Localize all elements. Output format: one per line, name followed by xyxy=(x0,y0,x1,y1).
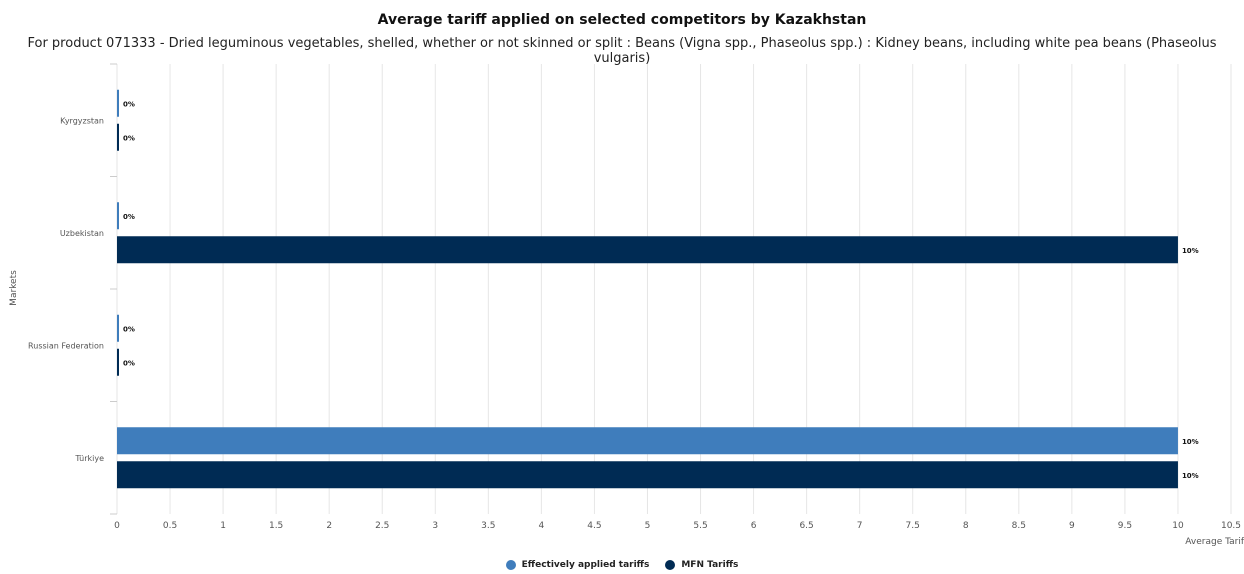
x-tick-label: 9.5 xyxy=(1118,521,1132,531)
legend-dot-icon xyxy=(665,560,676,570)
data-label: 10% xyxy=(1182,438,1199,446)
legend-dot-icon xyxy=(505,560,516,570)
x-tick-label: 4 xyxy=(539,521,545,531)
x-tick-label: 3 xyxy=(432,521,438,531)
y-tick-label: Russian Federation xyxy=(28,341,104,350)
x-tick-label: 2 xyxy=(326,521,332,531)
x-tick-label: 2.5 xyxy=(375,521,389,531)
y-tick-label: Kyrgyzstan xyxy=(60,116,104,125)
bar xyxy=(117,202,119,230)
bar xyxy=(117,348,119,376)
data-label: 0% xyxy=(123,359,135,367)
x-tick-label: 10.5 xyxy=(1221,521,1241,531)
x-tick-label: 5 xyxy=(645,521,651,531)
data-label: 10% xyxy=(1182,247,1199,255)
x-tick-label: 4.5 xyxy=(587,521,601,531)
x-tick-label: 5.5 xyxy=(693,521,707,531)
data-label: 0% xyxy=(123,134,135,142)
x-tick-label: 8 xyxy=(963,521,969,531)
chart-title: Average tariff applied on selected compe… xyxy=(377,12,867,28)
bar xyxy=(117,461,1178,489)
x-axis-label: Average Tarif xyxy=(1185,537,1244,547)
bar xyxy=(117,236,1178,264)
bars xyxy=(117,89,1178,489)
data-label: 0% xyxy=(123,213,135,221)
y-axis-label: Markets xyxy=(9,270,19,306)
legend-item-effectively-applied[interactable]: Effectively applied tariffs xyxy=(505,560,650,570)
bar xyxy=(117,123,119,151)
x-tick-label: 3.5 xyxy=(481,521,495,531)
x-tick-label: 1 xyxy=(220,521,226,531)
axes: 0 0.5 1 1.5 2 2.5 3 3.5 4 4.5 5 5.5 6 6.5 7 7.5 8 8.5 9 9.5… xyxy=(28,63,1241,531)
data-label: 10% xyxy=(1182,472,1199,480)
x-tick-label: 9 xyxy=(1069,521,1075,531)
x-tick-label: 6.5 xyxy=(799,521,813,531)
x-tick-label: 0 xyxy=(114,521,120,531)
legend-item-mfn[interactable]: MFN Tariffs xyxy=(665,560,738,570)
y-tick-label: Türkiye xyxy=(74,454,104,463)
x-tick-label: 7 xyxy=(857,521,863,531)
bar xyxy=(117,89,119,117)
x-tick-label: 10 xyxy=(1172,521,1184,531)
x-tick-label: 0.5 xyxy=(163,521,177,531)
bar xyxy=(117,427,1178,455)
x-tick-label: 6 xyxy=(751,521,757,531)
x-tick-label: 7.5 xyxy=(906,521,920,531)
data-labels: 0% 0% 0% 10% 0% 0% 10% 10% xyxy=(123,100,1199,480)
legend: Effectively applied tariffs MFN Tariffs xyxy=(0,560,1244,570)
chart-subtitle: For product 071333 - Dried leguminous ve… xyxy=(27,36,1217,66)
legend-label: MFN Tariffs xyxy=(681,560,739,570)
bar xyxy=(117,314,119,342)
legend-label: Effectively applied tariffs xyxy=(521,560,650,570)
data-label: 0% xyxy=(123,325,135,333)
y-tick-label: Uzbekistan xyxy=(60,229,104,238)
data-label: 0% xyxy=(123,100,135,108)
x-tick-label: 8.5 xyxy=(1012,521,1026,531)
x-tick-label: 1.5 xyxy=(269,521,283,531)
